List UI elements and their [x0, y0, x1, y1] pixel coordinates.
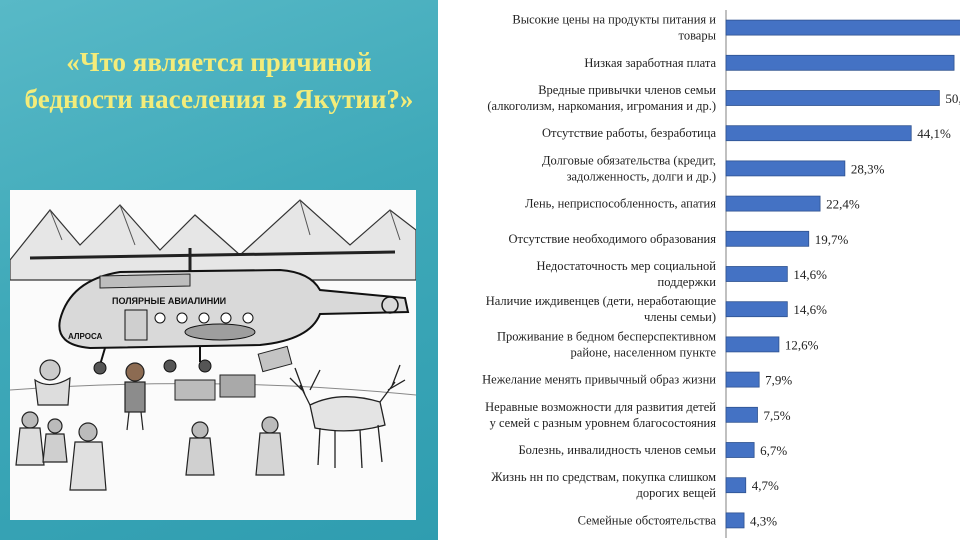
category-label: Болезнь, инвалидность членов семьи	[518, 443, 716, 457]
value-label: 12,6%	[785, 337, 819, 352]
bar	[725, 512, 745, 529]
category-label: у семей с разным уровнем благосостояния	[490, 416, 717, 430]
bar	[725, 19, 960, 36]
value-label: 22,4%	[826, 197, 860, 212]
category-label: районе, населенном пункте	[571, 345, 717, 359]
category-label: Отсутствие необходимого образования	[508, 232, 716, 246]
category-label: Отсутствие работы, безработица	[542, 126, 716, 140]
value-label: 19,7%	[815, 232, 849, 247]
people	[15, 359, 285, 491]
category-label: дорогих вещей	[636, 486, 716, 500]
category-label: Низкая заработная плата	[584, 56, 716, 70]
value-label: 6,7%	[760, 443, 787, 458]
left-panel: «Что является причиной бедности населени…	[0, 0, 438, 540]
category-label: поддержки	[658, 275, 717, 289]
bars-group	[725, 19, 960, 529]
value-label: 7,5%	[764, 408, 791, 423]
category-label: товары	[679, 29, 717, 43]
category-labels-group: Высокие цены на продукты питания и товары…	[482, 13, 716, 528]
helicopter-label: ПОЛЯРНЫЕ АВИАЛИНИИ	[112, 296, 226, 306]
category-label: задолженность, долги и др.)	[567, 169, 716, 183]
category-label: Высокие цены на продукты питания и	[512, 13, 716, 27]
category-label: Проживание в бедном бесперспективном	[497, 329, 716, 343]
value-label: 4,3%	[750, 513, 777, 528]
bar	[725, 195, 821, 212]
category-label: Вредные привычки членов семьи	[538, 83, 716, 97]
reindeer	[289, 364, 406, 469]
value-label: 4,7%	[752, 478, 779, 493]
value-label: 14,6%	[793, 267, 827, 282]
bar	[725, 371, 760, 388]
helicopter-nose-label: АЛРОСА	[68, 332, 103, 341]
bar	[725, 477, 747, 494]
bar	[725, 336, 780, 353]
rotor-blade	[29, 250, 396, 260]
bar	[725, 301, 788, 318]
drawing-svg: ПОЛЯРНЫЕ АВИАЛИНИИ АЛРОСА	[10, 199, 416, 491]
category-label: Неравные возможности для развития детей	[485, 400, 716, 414]
slide-title-line-2: бедности населения в Якутии?»	[24, 84, 414, 114]
value-label: 7,9%	[765, 373, 792, 388]
value-label: 28,3%	[851, 161, 885, 176]
category-label: Семейные обстоятельства	[578, 513, 717, 527]
slide-title: «Что является причиной бедности населени…	[8, 44, 430, 118]
value-label: 44,1%	[917, 126, 951, 141]
bar	[725, 125, 912, 142]
category-label: Нежелание менять привычный образ жизни	[482, 373, 716, 387]
bar	[725, 266, 788, 282]
crate	[174, 379, 216, 401]
bar	[725, 90, 940, 106]
helicopter: ПОЛЯРНЫЕ АВИАЛИНИИ АЛРОСА	[58, 268, 410, 375]
mountains	[10, 199, 416, 281]
category-label: Недостаточность мер социальной	[536, 259, 716, 273]
slide-title-line-1: «Что является причиной	[66, 47, 372, 77]
bar-chart: Высокие цены на продукты питания и товары…	[482, 10, 960, 538]
category-label: Лень, неприспособленность, апатия	[525, 197, 716, 211]
bar	[725, 160, 846, 177]
bar	[725, 54, 955, 71]
value-label: 14,6%	[793, 302, 827, 317]
category-label: Долговые обязательства (кредит,	[542, 153, 716, 167]
bar	[725, 442, 755, 458]
bar	[725, 230, 810, 247]
value-label: 50,8%	[945, 91, 960, 106]
category-label: Наличие иждивенцев (дети, неработающие	[486, 294, 717, 308]
category-label: Жизнь нн по средствам, покупка слишком	[491, 470, 716, 484]
category-label: (алкоголизм, наркомания, игромания и др.…	[487, 99, 716, 113]
children-drawing: ПОЛЯРНЫЕ АВИАЛИНИИ АЛРОСА	[10, 190, 416, 520]
bar	[725, 406, 758, 423]
value-labels-group: 66,5%54,3%50,8%44,1%28,3%22,4%19,7%14,6%…	[750, 91, 960, 528]
category-label: члены семьи)	[644, 310, 716, 324]
